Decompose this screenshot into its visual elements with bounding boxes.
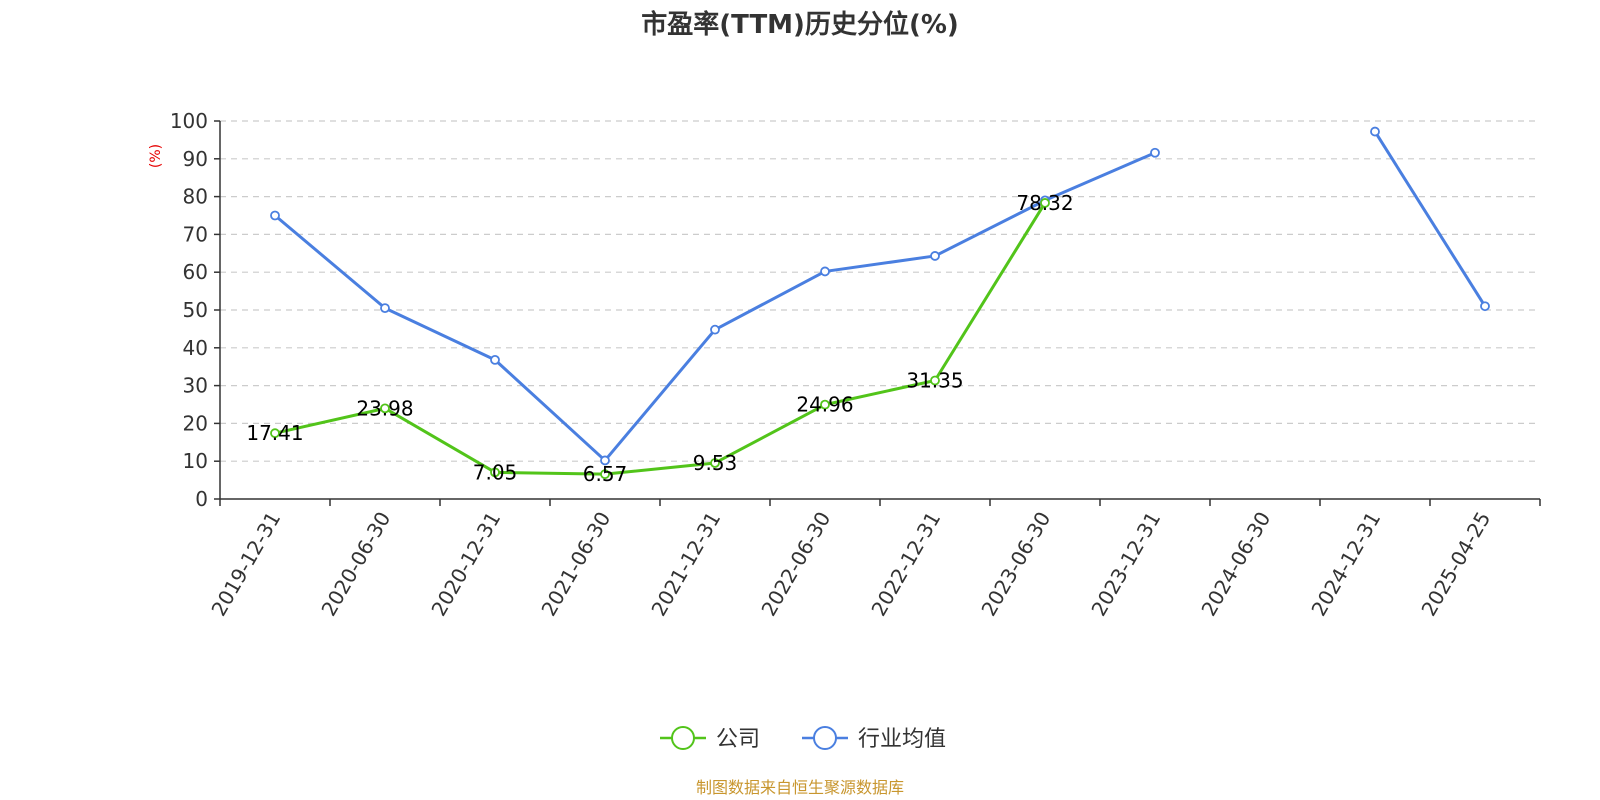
legend-marker-icon: [671, 726, 695, 750]
data-label: 9.53: [693, 451, 738, 475]
data-label: 6.57: [583, 462, 628, 486]
x-tick-label: 2019-12-31: [206, 508, 285, 621]
legend[interactable]: 公司 行业均值: [660, 726, 946, 752]
y-tick-label: 60: [183, 260, 208, 284]
grid-lines: [220, 120, 1540, 462]
data-point[interactable]: [820, 266, 830, 277]
y-tick-label: 80: [183, 185, 208, 209]
data-point[interactable]: [600, 469, 610, 480]
x-tick-label: 2021-06-30: [536, 508, 615, 621]
data-label: 24.96: [796, 393, 853, 417]
data-point[interactable]: [930, 375, 940, 386]
x-tick-label: 2024-12-31: [1306, 508, 1385, 621]
data-label: 31.35: [906, 368, 963, 392]
series-line: [1373, 130, 1487, 308]
data-point[interactable]: [930, 251, 940, 261]
axes: 0 10 20 30 40 50 60 70 80 90 100 2019-12-31 2020-06-…: [170, 109, 1541, 621]
data-point[interactable]: [1040, 198, 1050, 208]
data-label: 17.41: [246, 421, 303, 445]
y-tick-label: 40: [183, 336, 208, 360]
series-1: [270, 126, 1490, 466]
y-tick-label: 70: [183, 222, 208, 246]
legend-marker-icon: [813, 726, 837, 750]
y-axis-unit: (%): [148, 144, 164, 168]
y-tick-label: 90: [183, 147, 208, 171]
data-label: 7.05: [473, 460, 518, 484]
data-point[interactable]: [270, 428, 280, 439]
data-point[interactable]: [380, 403, 390, 414]
data-point[interactable]: [600, 455, 610, 466]
x-tick-label: 2020-12-31: [426, 508, 505, 621]
chart-title: 市盈率(TTM)历史分位(%): [641, 9, 959, 40]
series-line: [274, 202, 1047, 476]
y-tick-label: 100: [170, 109, 208, 133]
data-point[interactable]: [380, 303, 390, 314]
y-tick-label: 50: [183, 298, 208, 322]
data-point[interactable]: [1150, 147, 1160, 158]
y-tick-label: 30: [183, 374, 208, 398]
x-tick-label: 2023-06-30: [976, 508, 1055, 621]
data-point[interactable]: [270, 210, 280, 221]
y-tick-label: 20: [183, 411, 208, 435]
data-point[interactable]: [710, 324, 720, 335]
x-tick-label: 2024-06-30: [1196, 508, 1275, 621]
legend-label: 行业均值: [858, 727, 946, 752]
series-layer: [270, 126, 1490, 480]
x-tick-label: 2022-06-30: [756, 508, 835, 621]
legend-item-0[interactable]: 公司: [660, 726, 760, 752]
legend-label: 公司: [716, 727, 760, 752]
series-0: [270, 198, 1050, 480]
legend-item-1[interactable]: 行业均值: [802, 726, 946, 752]
data-point[interactable]: [1480, 301, 1490, 312]
data-point[interactable]: [490, 354, 500, 365]
x-tick-label: 2020-06-30: [316, 508, 395, 621]
data-point[interactable]: [1370, 126, 1380, 137]
data-label: 23.98: [356, 396, 413, 420]
x-tick-label: 2022-12-31: [866, 508, 945, 621]
y-tick-label: 10: [183, 449, 208, 473]
x-tick-label: 2025-04-25: [1416, 508, 1495, 621]
x-tick-label: 2021-12-31: [646, 508, 725, 621]
data-source-note: 制图数据来自恒生聚源数据库: [696, 778, 904, 797]
x-tick-label: 2023-12-31: [1086, 508, 1165, 621]
data-point[interactable]: [490, 467, 500, 478]
data-labels: 17.41 23.98 7.05 6.57 9.53 24.96 31.35 78.32: [246, 191, 1073, 486]
data-label: 78.32: [1016, 191, 1073, 215]
data-point[interactable]: [710, 458, 720, 468]
y-tick-label: 0: [195, 487, 208, 511]
data-point[interactable]: [820, 399, 830, 410]
